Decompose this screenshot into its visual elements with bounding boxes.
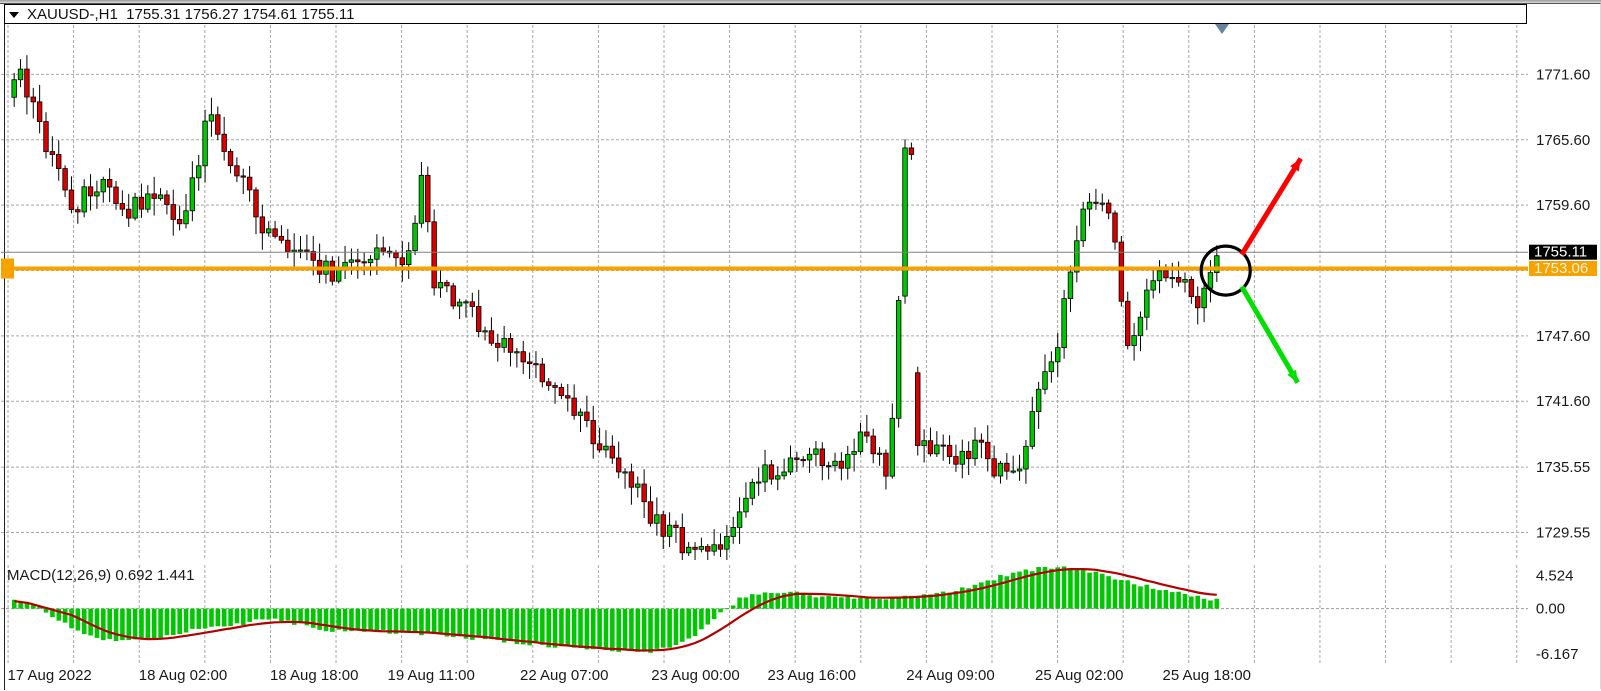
svg-text:24 Aug 09:00: 24 Aug 09:00 <box>906 667 994 684</box>
svg-text:1753.06: 1753.06 <box>1534 260 1588 277</box>
svg-text:22 Aug 07:00: 22 Aug 07:00 <box>520 667 608 684</box>
svg-text:-6.167: -6.167 <box>1536 646 1579 663</box>
svg-text:MACD(12,26,9) 0.692 1.441: MACD(12,26,9) 0.692 1.441 <box>7 567 194 584</box>
svg-text:1747.60: 1747.60 <box>1536 328 1590 345</box>
svg-text:19 Aug 11:00: 19 Aug 11:00 <box>388 667 475 684</box>
svg-text:1771.60: 1771.60 <box>1536 66 1590 83</box>
svg-text:18 Aug 18:00: 18 Aug 18:00 <box>270 667 358 684</box>
svg-text:17 Aug 2022: 17 Aug 2022 <box>8 667 92 684</box>
svg-text:1759.60: 1759.60 <box>1536 197 1590 214</box>
svg-text:1735.55: 1735.55 <box>1536 459 1590 476</box>
svg-text:18 Aug 02:00: 18 Aug 02:00 <box>139 667 227 684</box>
svg-text:23 Aug 00:00: 23 Aug 00:00 <box>651 667 739 684</box>
svg-text:25 Aug 02:00: 25 Aug 02:00 <box>1035 667 1123 684</box>
svg-text:0.00: 0.00 <box>1536 600 1565 617</box>
svg-text:1755.11: 1755.11 <box>1534 244 1587 261</box>
svg-text:1729.55: 1729.55 <box>1536 524 1590 541</box>
svg-text:4.524: 4.524 <box>1536 567 1574 584</box>
svg-text:25 Aug 18:00: 25 Aug 18:00 <box>1163 667 1251 684</box>
svg-text:23 Aug 16:00: 23 Aug 16:00 <box>768 667 856 684</box>
svg-text:1765.60: 1765.60 <box>1536 132 1590 149</box>
svg-text:1741.60: 1741.60 <box>1536 393 1590 410</box>
